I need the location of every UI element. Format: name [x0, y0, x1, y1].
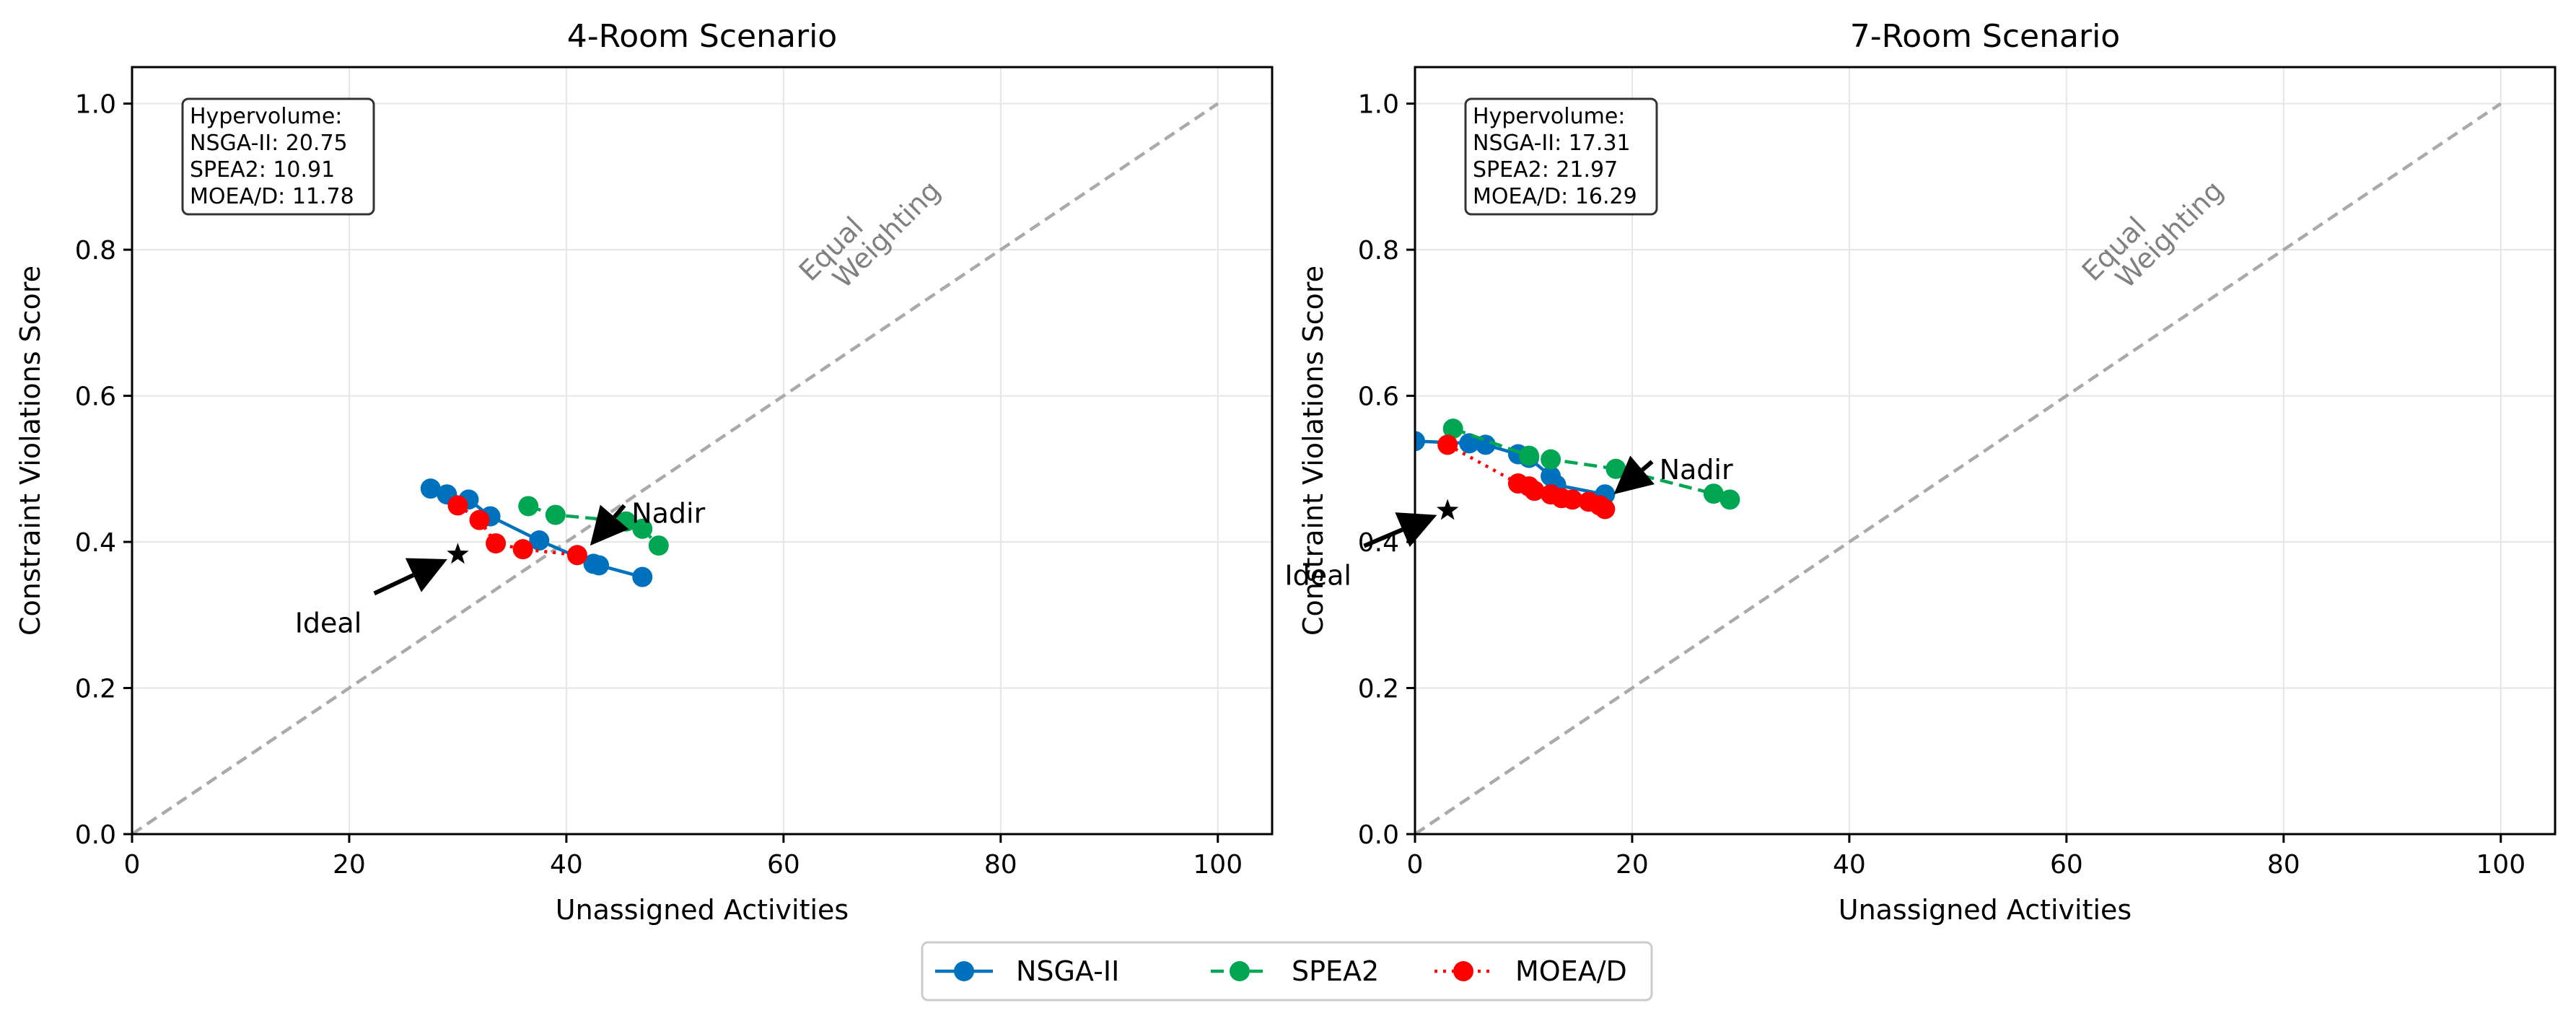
x-tick-label: 80 [984, 850, 1017, 880]
y-tick-label: 0.2 [1358, 675, 1399, 704]
legend-label: SPEA2 [1292, 955, 1379, 987]
ideal-star-marker [1436, 499, 1459, 520]
x-tick-label: 40 [550, 850, 583, 880]
nadir-arrow-shaft [1641, 460, 1654, 472]
hypervolume-line: Hypervolume: [1473, 104, 1625, 129]
ideal-arrow-shaft [373, 573, 415, 596]
legend-swatch-marker [1453, 961, 1473, 981]
equal-weighting-line [1414, 102, 2502, 836]
hypervolume-line: NSGA-II: 20.75 [190, 131, 348, 156]
ideal-star-marker [447, 543, 469, 564]
chart-title: 7-Room Scenario [1850, 18, 2120, 55]
chart-panel-7-room: EqualWeighting Ideal Nadir Hypervolume:NSGA… [1284, 18, 2557, 926]
nadir-arrow-head [590, 504, 629, 546]
nadir-label: Nadir [1660, 454, 1733, 486]
legend-label: NSGA-II [1016, 955, 1119, 987]
data-point-nsga-ii [529, 530, 550, 551]
chart-panel-4-room: EqualWeighting Ideal Nadir Hypervolume:NSGA… [14, 18, 1274, 926]
data-point-moea-d [469, 509, 490, 530]
ideal-arrow-shaft [1363, 527, 1403, 548]
axes-frame [1414, 66, 2557, 836]
hypervolume-line: MOEA/D: 16.29 [1473, 184, 1637, 209]
hypervolume-line: SPEA2: 21.97 [1473, 157, 1618, 183]
axes-frame [131, 66, 1274, 836]
data-point-spea2 [1442, 419, 1463, 439]
data-point-spea2 [545, 504, 566, 525]
data-point-nsga-ii [420, 478, 441, 499]
x-tick-label: 100 [2476, 850, 2525, 880]
data-point-moea-d [566, 545, 587, 566]
data-point-spea2 [1605, 458, 1626, 479]
data-point-moea-d [1437, 434, 1458, 455]
y-tick-label: 0.0 [1358, 820, 1399, 850]
y-tick-label: 0.6 [1358, 382, 1399, 412]
data-point-nsga-ii [1415, 431, 1425, 452]
x-tick-label: 80 [2267, 850, 2300, 880]
x-tick-label: 0 [1407, 850, 1424, 880]
data-point-moea-d [1562, 489, 1583, 510]
x-axis-label: Unassigned Activities [556, 894, 849, 926]
data-point-nsga-ii [589, 555, 610, 576]
data-point-moea-d [512, 539, 533, 560]
data-point-spea2 [1519, 445, 1539, 466]
x-tick-label: 40 [1833, 850, 1866, 880]
legend-frame [921, 941, 1653, 1002]
y-tick-label: 0.2 [75, 675, 116, 704]
data-point-spea2 [648, 535, 669, 556]
y-tick-label: 0.4 [75, 528, 116, 558]
y-tick-label: 1.0 [75, 90, 116, 120]
data-point-moea-d [447, 495, 468, 516]
equal-weighting-line [131, 102, 1219, 836]
y-axis-label: Constraint Violations Score [1297, 266, 1329, 636]
nadir-label: Nadir [631, 498, 705, 530]
hypervolume-line: Hypervolume: [190, 104, 342, 129]
y-tick-label: 0.0 [75, 820, 116, 850]
y-axis-label: Constraint Violations Score [14, 266, 46, 636]
data-point-nsga-ii [1459, 433, 1480, 454]
x-tick-label: 100 [1193, 850, 1243, 880]
x-axis-label: Unassigned Activities [1839, 894, 2132, 926]
nadir-arrow-shaft [613, 504, 626, 519]
x-tick-label: 60 [767, 850, 800, 880]
x-tick-label: 60 [2050, 850, 2083, 880]
legend-swatch-marker [1230, 961, 1250, 981]
y-tick-label: 0.4 [1358, 528, 1399, 558]
ideal-label: Ideal [1284, 560, 1351, 592]
data-point-spea2 [1541, 449, 1561, 470]
data-point-spea2 [1719, 489, 1740, 510]
hypervolume-line: SPEA2: 10.91 [190, 157, 335, 183]
data-point-spea2 [518, 496, 539, 517]
data-point-moea-d [1595, 499, 1616, 520]
x-tick-label: 0 [124, 850, 141, 880]
data-point-moea-d [1524, 481, 1545, 501]
data-point-spea2 [1703, 483, 1724, 504]
y-tick-label: 0.8 [75, 236, 116, 266]
hypervolume-line: MOEA/D: 11.78 [190, 184, 354, 209]
legend-swatch-marker [954, 961, 974, 981]
data-point-nsga-ii [632, 566, 653, 587]
ideal-arrow-head [405, 558, 447, 592]
nadir-arrow-head [1613, 455, 1655, 494]
hypervolume-line: NSGA-II: 17.31 [1473, 131, 1631, 156]
equal-weighting-label: EqualWeighting [2076, 154, 2230, 307]
equal-weighting-label: EqualWeighting [793, 154, 947, 307]
y-tick-label: 0.8 [1358, 236, 1399, 266]
data-point-spea2 [632, 518, 653, 539]
chart-title: 4-Room Scenario [567, 18, 837, 55]
x-tick-label: 20 [1616, 850, 1649, 880]
x-tick-label: 20 [333, 850, 366, 880]
ideal-label: Ideal [295, 607, 362, 639]
series-line-spea2 [1452, 427, 1731, 501]
legend-label: MOEA/D [1515, 955, 1627, 987]
legend: NSGA-II SPEA2 MOEA/D [921, 941, 1653, 1002]
y-tick-label: 1.0 [1358, 90, 1399, 120]
y-tick-label: 0.6 [75, 382, 116, 412]
data-point-moea-d [486, 533, 507, 554]
